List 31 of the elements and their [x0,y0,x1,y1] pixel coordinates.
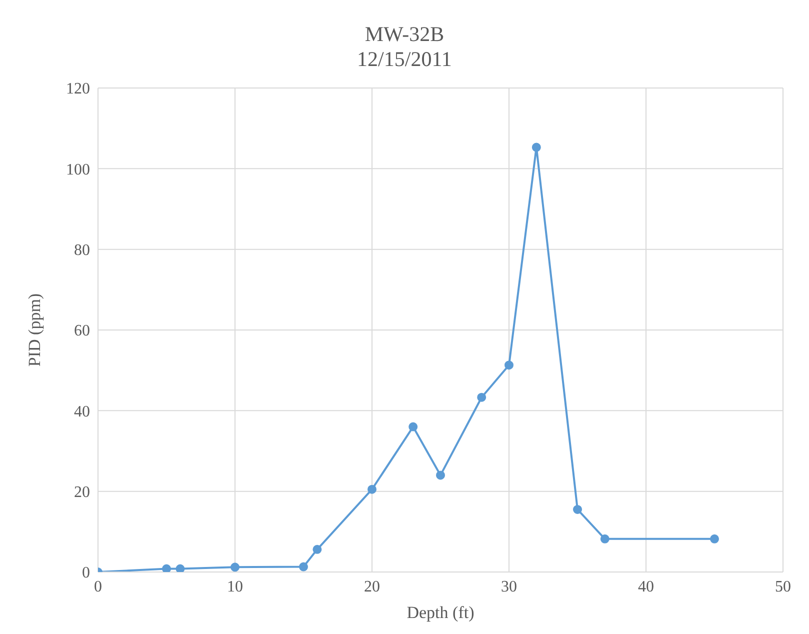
chart-title: MW-32B [364,22,446,47]
point [573,504,582,514]
x-tick-label: 30 [501,578,517,596]
x-tick-label: 0 [94,578,102,596]
point [408,422,418,432]
x-axis-title: Depth (ft) [406,603,474,622]
x-tick-label: 20 [364,578,380,596]
point [299,562,308,572]
x-tick-label: 10 [227,578,243,596]
x-tick-label: 50 [775,578,791,596]
x-tick-label: 40 [638,578,654,596]
y-tick-label: 120 [66,80,90,98]
y-tick-label: 100 [66,161,90,178]
point [477,392,486,402]
y-tick-label: 20 [74,484,90,502]
point [230,562,240,572]
point [600,534,610,544]
y-tick-label: 80 [74,242,90,260]
point [176,564,185,572]
point [368,484,376,494]
y-axis-title: PID (ppm) [25,293,44,367]
y-tick-label: 60 [74,322,90,340]
point [532,142,541,152]
point [312,544,322,554]
point [436,470,445,480]
chart-subtitle: 12/15/2011 [356,47,453,72]
point [162,564,171,572]
point [504,360,514,370]
point [710,534,719,544]
y-tick-label: 0 [82,564,90,582]
y-tick-label: 40 [74,403,90,420]
